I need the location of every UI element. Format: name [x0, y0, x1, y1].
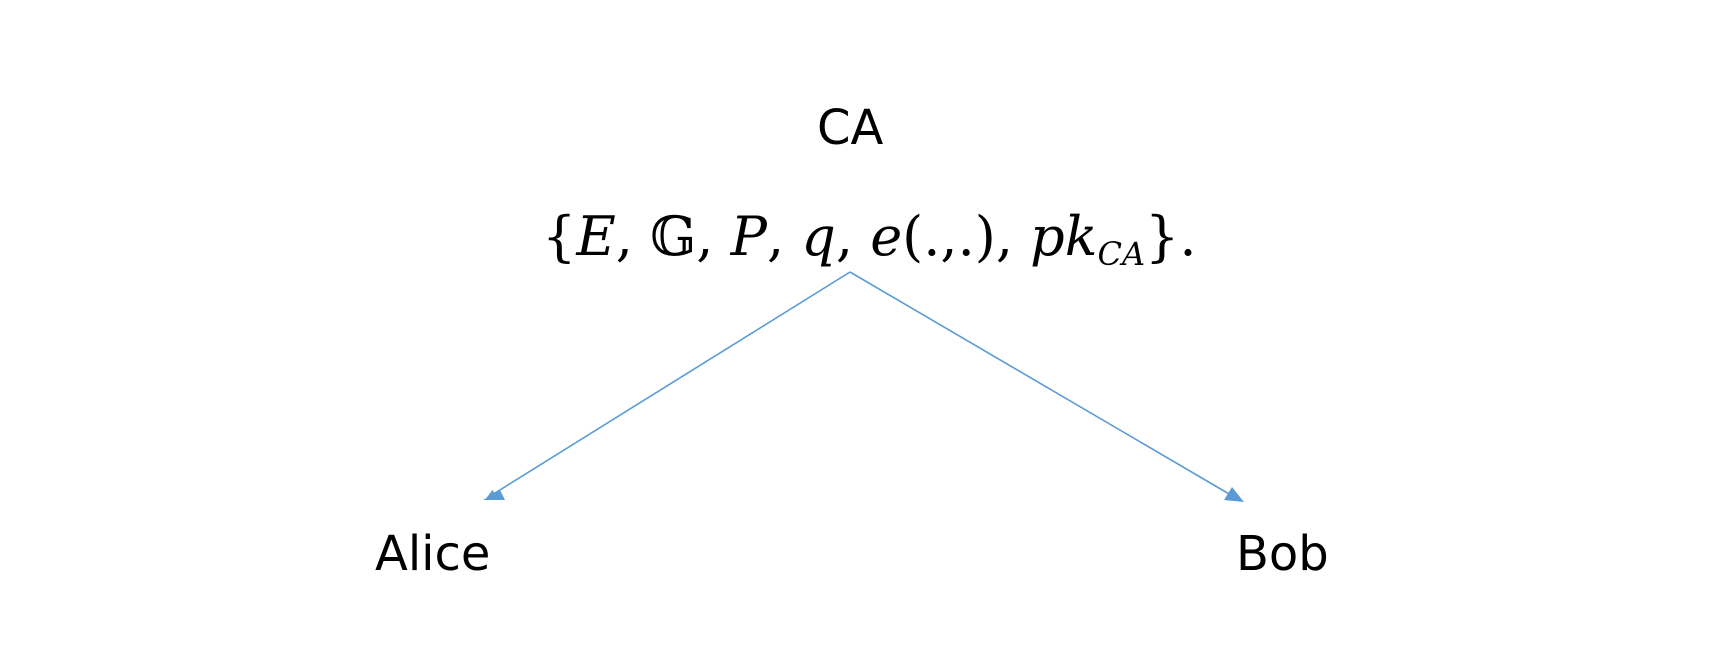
param-pk: pk	[1030, 205, 1098, 268]
close-brace: }.	[1145, 205, 1197, 268]
param-p: P	[730, 205, 767, 268]
param-pairing: e	[870, 205, 903, 268]
param-q: q	[801, 205, 836, 268]
arrow-to-alice	[486, 271, 851, 499]
ca-label: CA	[817, 100, 884, 156]
public-parameters: {E, 𝔾, P, q, e(.,.), pkCA}.	[542, 210, 1197, 271]
param-pairing-args: (.,.)	[902, 205, 996, 268]
arrowhead-bob-icon	[1224, 487, 1244, 502]
param-group: 𝔾	[650, 205, 697, 268]
arrowhead-alice-icon	[483, 490, 505, 500]
separator: ,	[696, 205, 731, 268]
separator: ,	[995, 205, 1031, 268]
param-pk-subscript: CA	[1097, 235, 1146, 273]
separator: ,	[766, 205, 802, 268]
arrow-to-bob	[849, 271, 1237, 499]
bob-label: Bob	[1236, 526, 1329, 582]
open-brace: {	[542, 205, 577, 268]
separator: ,	[615, 205, 651, 268]
separator: ,	[835, 205, 871, 268]
alice-label: Alice	[375, 526, 491, 582]
param-e-curve: E	[576, 205, 616, 268]
